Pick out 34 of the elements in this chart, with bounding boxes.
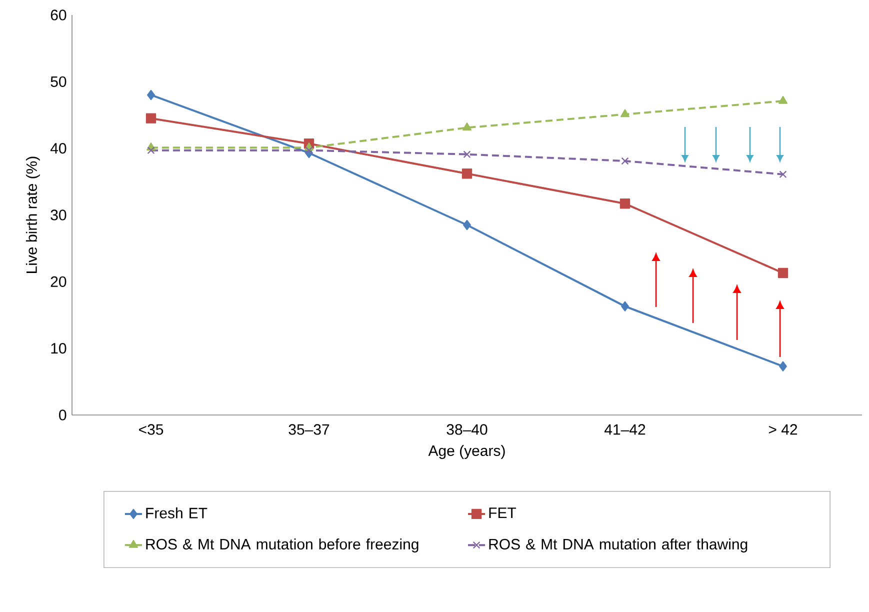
legend-label: ROS & Mt DNA mutation before freezing — [146, 538, 418, 552]
y-tick-label: 10 — [51, 343, 66, 354]
point — [147, 90, 155, 100]
point — [621, 301, 629, 312]
point — [778, 268, 788, 278]
point — [146, 113, 156, 124]
x-tick-label: 41–42 — [604, 424, 646, 435]
legend-label: FET — [489, 508, 516, 518]
point — [305, 146, 313, 154]
y-tick-label: 50 — [50, 76, 66, 87]
x-tick-label: 38–40 — [446, 424, 488, 435]
point — [778, 96, 788, 104]
point — [462, 122, 472, 131]
y-axis-title: Live birth rate (%) — [26, 156, 40, 273]
point — [463, 150, 471, 158]
x-tick-label: 35–37 — [288, 424, 330, 435]
y-tick-label: 20 — [50, 276, 66, 287]
point — [462, 168, 472, 179]
y-tick-label: 0 — [59, 410, 66, 420]
point — [779, 361, 787, 372]
legend-label: ROS & Mt DNA mutation after thawing — [489, 538, 748, 552]
point — [147, 146, 155, 154]
point — [463, 220, 471, 230]
point — [779, 170, 787, 178]
point — [621, 157, 629, 165]
point — [620, 109, 630, 118]
y-tick-label: 30 — [50, 210, 66, 220]
point — [620, 198, 630, 209]
legend-label: Fresh ET — [146, 507, 208, 518]
x-tick-label: <35 — [139, 424, 164, 435]
y-tick-label: 60 — [50, 10, 66, 20]
y-tick-label: 40 — [50, 143, 66, 154]
x-tick-label: > 42 — [768, 424, 798, 435]
x-axis-title: Age (years) — [428, 445, 505, 459]
